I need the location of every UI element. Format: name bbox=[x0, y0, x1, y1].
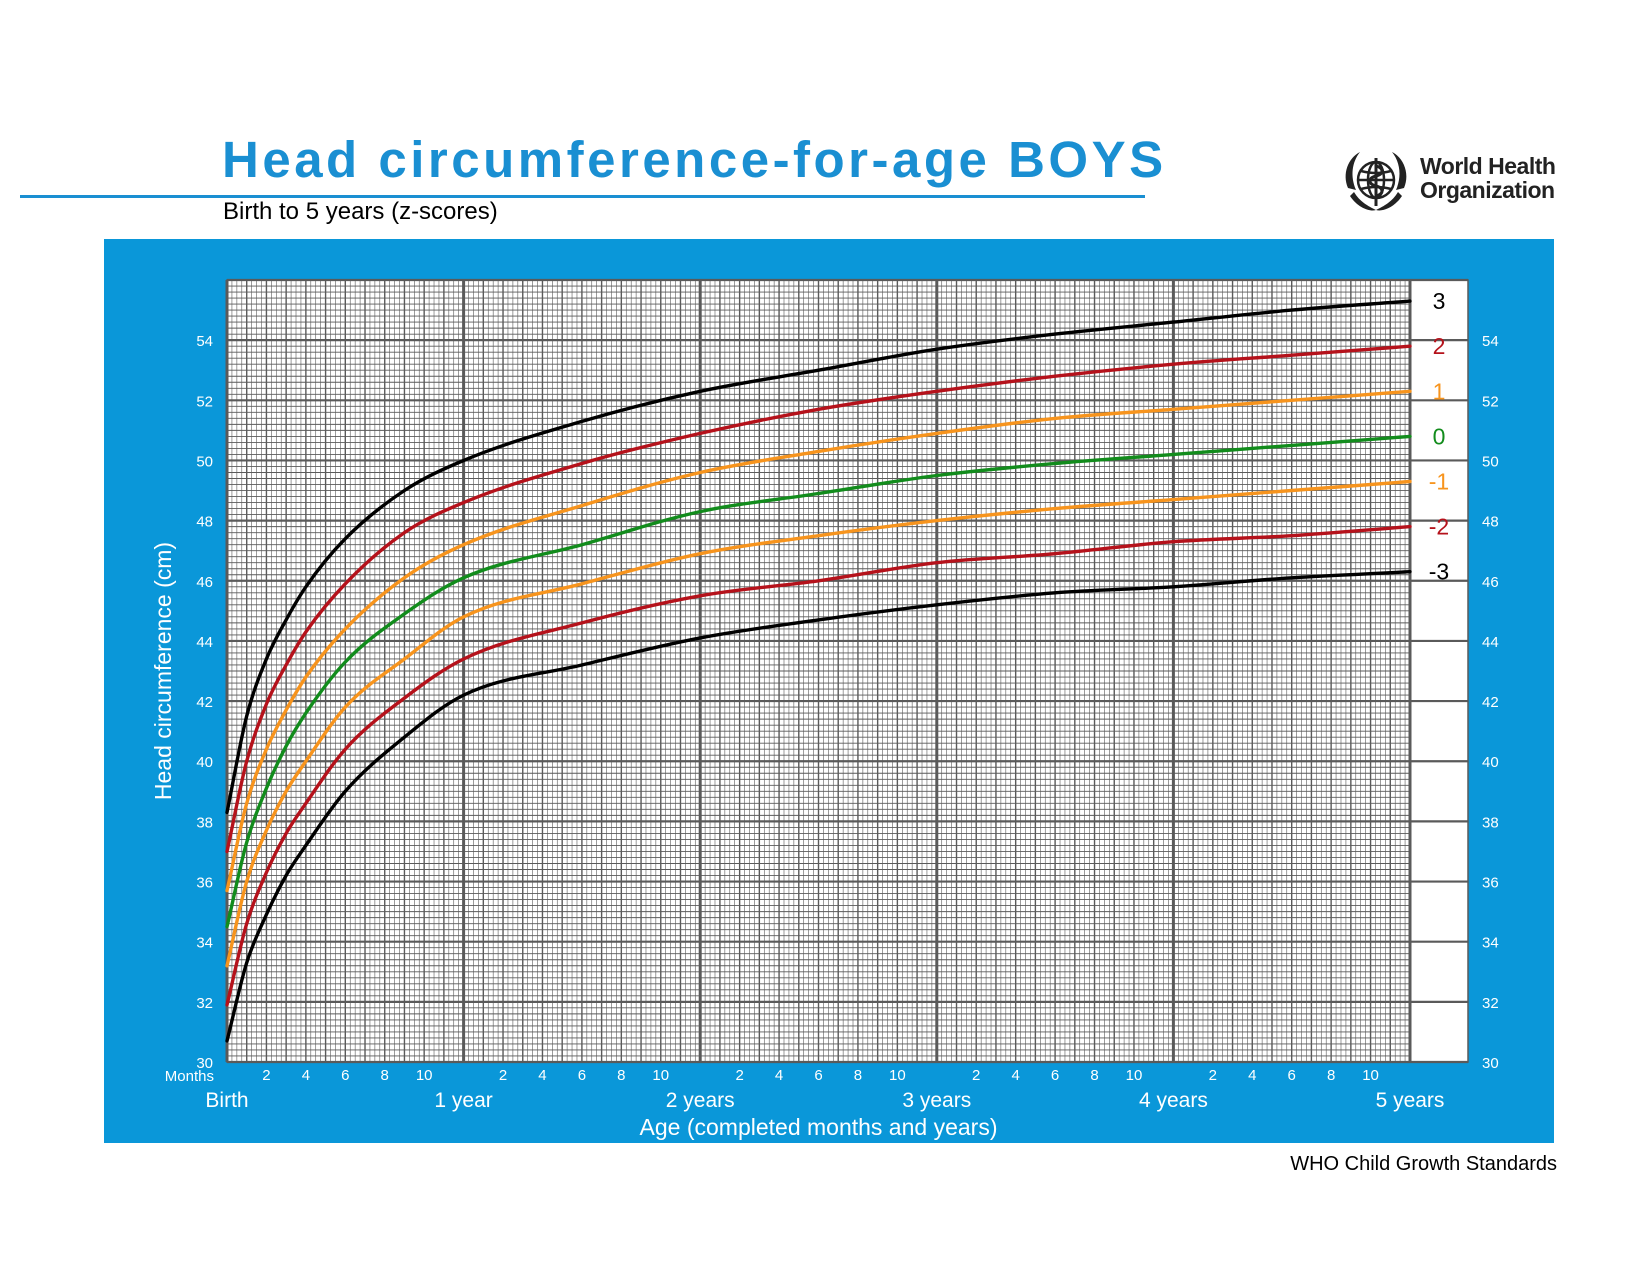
x-tick-label-year: 3 years bbox=[902, 1089, 971, 1112]
x-axis-title: Age (completed months and years) bbox=[640, 1114, 998, 1140]
x-tick-label-year: 1 year bbox=[434, 1089, 492, 1112]
z-score-curve--3 bbox=[225, 570, 1412, 1043]
x-tick-label-month: 4 bbox=[775, 1067, 783, 1084]
z-score-curve-1 bbox=[225, 389, 1412, 893]
y-tick-label-left: 40 bbox=[196, 754, 213, 771]
who-logo-line2: Organization bbox=[1420, 177, 1555, 203]
y-tick-label-left: 42 bbox=[196, 694, 213, 711]
z-score-label-0: 0 bbox=[1433, 423, 1446, 449]
y-tick-label-left: 54 bbox=[196, 333, 213, 350]
page-subtitle: Birth to 5 years (z-scores) bbox=[223, 198, 498, 225]
y-tick-label-left: 38 bbox=[196, 814, 213, 831]
y-tick-label-left: 32 bbox=[196, 995, 213, 1012]
x-tick-label-month: 10 bbox=[1362, 1067, 1379, 1084]
x-tick-label-month: 6 bbox=[814, 1067, 822, 1084]
y-tick-label-left: 50 bbox=[196, 453, 213, 470]
y-tick-label-left: 44 bbox=[196, 634, 213, 651]
who-logo-line1: World Health bbox=[1420, 153, 1556, 179]
z-score-label-2: 2 bbox=[1433, 333, 1446, 359]
y-tick-label-right: 50 bbox=[1482, 453, 1499, 470]
title-underline bbox=[20, 195, 1145, 198]
who-logo-text: World Health Organization bbox=[1420, 153, 1556, 203]
z-score-curve--1 bbox=[225, 479, 1412, 968]
y-tick-label-right: 38 bbox=[1482, 814, 1499, 831]
y-tick-label-right: 48 bbox=[1482, 514, 1499, 531]
y-tick-label-right: 46 bbox=[1482, 574, 1499, 591]
y-tick-label-right: 42 bbox=[1482, 694, 1499, 711]
x-tick-label-year: Birth bbox=[205, 1089, 248, 1112]
y-tick-label-left: 30 bbox=[196, 1055, 213, 1072]
x-tick-label-year: 2 years bbox=[666, 1089, 735, 1112]
z-score-label--1: -1 bbox=[1429, 469, 1449, 495]
z-score-curve--2 bbox=[225, 524, 1412, 1007]
x-tick-label-month: 6 bbox=[1288, 1067, 1296, 1084]
x-tick-label-year: 4 years bbox=[1139, 1089, 1208, 1112]
x-tick-label-month: 6 bbox=[1051, 1067, 1059, 1084]
x-tick-label-month: 8 bbox=[1327, 1067, 1335, 1084]
plot-frame bbox=[226, 279, 1469, 1063]
footer-credit: WHO Child Growth Standards bbox=[1290, 1153, 1557, 1175]
y-tick-label-right: 34 bbox=[1482, 935, 1499, 952]
y-tick-label-right: 54 bbox=[1482, 333, 1499, 350]
y-tick-label-left: 48 bbox=[196, 514, 213, 531]
y-tick-label-left: 52 bbox=[196, 393, 213, 410]
z-score-label-1: 1 bbox=[1433, 378, 1446, 404]
z-score-label--3: -3 bbox=[1429, 559, 1449, 585]
x-tick-label-month: 8 bbox=[854, 1067, 862, 1084]
y-tick-label-left: 34 bbox=[196, 935, 213, 952]
z-score-label--2: -2 bbox=[1429, 514, 1449, 540]
y-tick-label-left: 46 bbox=[196, 574, 213, 591]
x-tick-label-month: 10 bbox=[652, 1067, 669, 1084]
who-logo: World Health Organization bbox=[1340, 144, 1570, 216]
x-tick-label-month: 6 bbox=[341, 1067, 349, 1084]
x-tick-label-month: 8 bbox=[1090, 1067, 1098, 1084]
x-tick-label-month: 2 bbox=[1209, 1067, 1217, 1084]
x-tick-label-month: 4 bbox=[538, 1067, 546, 1084]
x-tick-label-month: 10 bbox=[889, 1067, 906, 1084]
z-score-curve-2 bbox=[225, 344, 1412, 854]
x-tick-label-month: 8 bbox=[381, 1067, 389, 1084]
y-tick-label-left: 36 bbox=[196, 875, 213, 892]
x-tick-label-month: 4 bbox=[1248, 1067, 1256, 1084]
z-score-label-3: 3 bbox=[1433, 288, 1446, 314]
who-emblem-icon bbox=[1345, 152, 1407, 211]
x-tick-label-month: 4 bbox=[1011, 1067, 1019, 1084]
y-tick-label-right: 32 bbox=[1482, 995, 1499, 1012]
x-tick-label-month: 6 bbox=[578, 1067, 586, 1084]
y-axis-title: Head circumference (cm) bbox=[150, 542, 176, 800]
z-score-curve-0 bbox=[225, 434, 1412, 929]
y-tick-label-right: 36 bbox=[1482, 875, 1499, 892]
x-tick-label-month: 10 bbox=[1126, 1067, 1143, 1084]
x-tick-label-month: 4 bbox=[302, 1067, 310, 1084]
x-tick-label-month: 8 bbox=[617, 1067, 625, 1084]
x-unit-label: Months bbox=[165, 1068, 214, 1085]
x-tick-label-month: 2 bbox=[972, 1067, 980, 1084]
y-tick-label-right: 30 bbox=[1482, 1055, 1499, 1072]
x-tick-label-month: 2 bbox=[499, 1067, 507, 1084]
y-tick-label-right: 40 bbox=[1482, 754, 1499, 771]
page-title: Head circumference-for-age BOYS bbox=[222, 131, 1167, 188]
y-tick-label-right: 52 bbox=[1482, 393, 1499, 410]
y-tick-label-right: 44 bbox=[1482, 634, 1499, 651]
x-tick-label-year: 5 years bbox=[1376, 1089, 1445, 1112]
x-tick-label-month: 2 bbox=[735, 1067, 743, 1084]
x-tick-label-month: 2 bbox=[262, 1067, 270, 1084]
z-score-curve-3 bbox=[225, 299, 1412, 815]
x-tick-label-month: 10 bbox=[416, 1067, 433, 1084]
